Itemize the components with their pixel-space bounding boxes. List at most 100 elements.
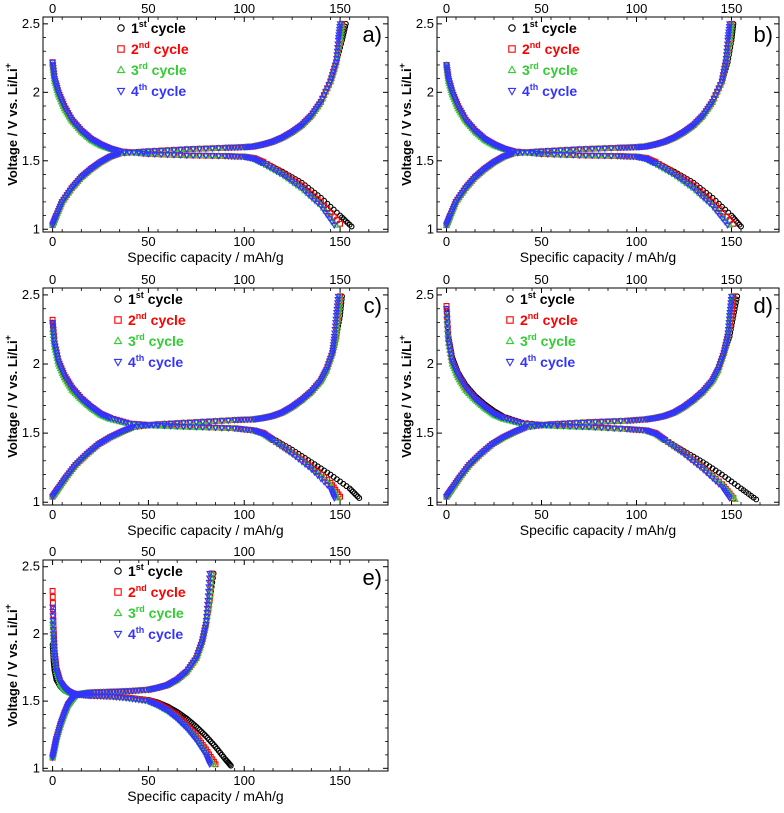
legend-ordinal: 2 xyxy=(128,312,136,328)
data-point xyxy=(137,423,145,430)
data-point xyxy=(218,418,226,425)
data-point xyxy=(208,153,216,160)
data-point xyxy=(160,423,168,430)
y-tick-label: 2 xyxy=(33,356,40,371)
data-point xyxy=(258,160,266,167)
y-axis-label-main: Voltage / V vs. Li/Li xyxy=(5,609,20,727)
data-markers xyxy=(49,292,363,502)
legend-word: cycle xyxy=(148,62,187,78)
data-point xyxy=(144,151,152,158)
data-point xyxy=(348,487,355,493)
panel-label: b) xyxy=(753,22,773,47)
data-point xyxy=(661,139,669,146)
data-point xyxy=(661,413,669,420)
data-point xyxy=(202,153,210,160)
data-point xyxy=(208,145,216,153)
data-point xyxy=(667,440,675,447)
data-point xyxy=(337,220,344,227)
x-tick-label-top: 150 xyxy=(329,272,351,287)
legend-entry: 3rd cycle xyxy=(128,332,184,349)
data-point xyxy=(727,293,736,301)
data-point xyxy=(530,423,539,430)
legend-marker xyxy=(116,65,126,74)
data-point xyxy=(664,412,672,419)
data-point xyxy=(120,150,129,157)
x-tick-label-bottom: 0 xyxy=(49,507,56,522)
data-point xyxy=(329,344,337,352)
data-point xyxy=(141,423,150,430)
data-point xyxy=(623,418,631,425)
data-point xyxy=(330,495,338,502)
data-point xyxy=(111,152,119,159)
data-point xyxy=(725,29,733,36)
x-tick-label-top: 0 xyxy=(443,1,450,16)
y-tick-label: 2.5 xyxy=(416,287,434,302)
data-point xyxy=(693,188,701,196)
data-point xyxy=(569,147,577,154)
legend-ordinal-suffix: th xyxy=(530,82,539,92)
data-point xyxy=(575,146,584,154)
data-point xyxy=(224,425,232,432)
y-axis-label-main: Voltage / V vs. Li/Li xyxy=(399,340,414,458)
y-tick-label: 2.5 xyxy=(22,559,40,574)
data-point xyxy=(733,296,740,303)
y-tick-label: 1 xyxy=(427,494,434,509)
data-point xyxy=(498,414,506,422)
data-point xyxy=(318,96,327,103)
x-tick-label-bottom: 50 xyxy=(534,234,548,249)
data-point xyxy=(547,421,555,429)
data-point xyxy=(226,761,233,768)
data-point xyxy=(724,222,732,230)
legend-word: cycle xyxy=(536,354,575,370)
data-point xyxy=(566,420,574,427)
x-tick-label-top: 100 xyxy=(233,544,255,559)
legend-word: cycle xyxy=(541,41,580,57)
x-tick-label-bottom: 100 xyxy=(233,773,255,788)
legend-entry: 3rd cycle xyxy=(131,61,187,78)
x-tick-label-top: 100 xyxy=(626,272,648,287)
data-point xyxy=(112,151,121,159)
legend-entry: 4th cycle xyxy=(520,353,575,370)
data-point xyxy=(176,147,184,154)
data-point xyxy=(334,37,342,45)
data-point xyxy=(328,350,336,357)
panel-label: e) xyxy=(362,565,382,590)
x-axis-label: Specific capacity / mAh/g xyxy=(520,249,676,265)
data-point xyxy=(667,411,675,418)
data-point xyxy=(114,151,122,158)
data-point xyxy=(712,478,720,485)
data-point xyxy=(277,135,285,143)
legend-entry: 4th cycle xyxy=(131,82,186,99)
data-point xyxy=(537,148,546,156)
legend-word: cycle xyxy=(538,20,577,36)
data-point xyxy=(324,200,331,207)
x-tick-label-top: 100 xyxy=(233,1,255,16)
legend-marker xyxy=(506,295,514,303)
data-point xyxy=(607,145,615,152)
data-point xyxy=(334,35,343,42)
data-point xyxy=(607,153,615,160)
x-tick-label-top: 0 xyxy=(49,544,56,559)
legend-marker xyxy=(505,358,515,367)
legend-ordinal-suffix: nd xyxy=(139,40,150,50)
x-tick-label-bottom: 100 xyxy=(233,234,255,249)
legend-ordinal-suffix: rd xyxy=(139,61,148,71)
x-tick-label-top: 150 xyxy=(329,544,351,559)
data-point xyxy=(526,423,534,431)
data-point xyxy=(504,152,512,159)
y-tick-label: 2 xyxy=(427,356,434,371)
y-axis-label-main: Voltage / V vs. Li/Li xyxy=(5,68,20,186)
legend-ordinal: 2 xyxy=(131,41,139,57)
legend-ordinal-suffix: th xyxy=(139,82,148,92)
data-point xyxy=(49,320,57,327)
data-point xyxy=(271,138,279,145)
data-point xyxy=(663,138,671,145)
data-point xyxy=(514,150,522,157)
data-point xyxy=(275,136,283,143)
data-point xyxy=(666,411,674,419)
data-markers xyxy=(442,19,744,230)
data-point xyxy=(696,189,704,197)
data-point xyxy=(324,213,332,220)
